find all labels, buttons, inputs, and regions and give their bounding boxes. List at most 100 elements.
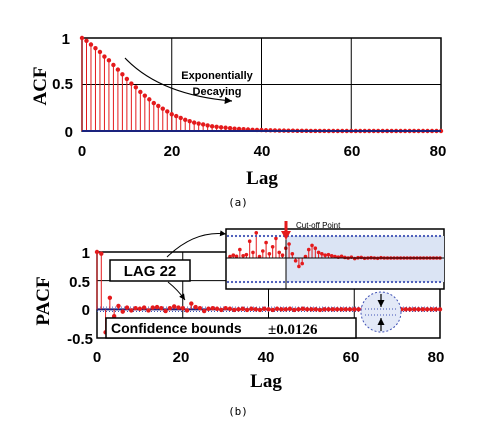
data-point <box>240 306 245 311</box>
inset-bound-dot <box>286 280 290 284</box>
data-point <box>178 115 183 121</box>
inset-bound-dot <box>326 234 330 238</box>
data-point <box>412 307 417 312</box>
data-point <box>133 85 139 90</box>
inset-bound-dot <box>302 280 306 284</box>
data-point <box>253 307 258 312</box>
acf-stems <box>81 38 325 131</box>
data-point <box>244 307 250 313</box>
inset-bound-dot <box>266 234 270 238</box>
pacf-inset: Cut-off Point <box>225 221 445 290</box>
inset-point <box>320 252 324 256</box>
inset-bound-dot <box>342 234 346 238</box>
inset-point <box>329 253 334 258</box>
lag-callout-box <box>109 259 191 282</box>
inset-bound-dot <box>386 280 390 284</box>
data-point <box>232 307 237 313</box>
inset-bound-dot <box>298 280 302 284</box>
data-point <box>330 307 336 312</box>
pacf-ytick-1: 1 <box>82 245 90 262</box>
data-point <box>141 305 147 310</box>
inset-bound-dot <box>422 234 426 238</box>
inset-bound-dot <box>302 234 306 238</box>
inset-point <box>352 256 357 261</box>
pacf-xtick-20: 20 <box>173 349 190 366</box>
acf-ytick-1: 1 <box>62 31 70 48</box>
lag-callout-label: LAG 22 <box>124 263 177 280</box>
inset-bound-dot <box>258 234 262 238</box>
inset-points <box>228 231 442 269</box>
inset-bound-dot <box>250 280 254 284</box>
data-point <box>205 123 210 128</box>
data-point <box>287 306 293 311</box>
inset-bound-dot <box>426 280 430 284</box>
pacf-ytick-neg0.5: -0.5 <box>67 331 93 348</box>
data-point <box>270 307 275 313</box>
inset-bound-dot <box>362 280 366 284</box>
data-point <box>79 35 85 41</box>
inset-bound-dot <box>370 280 374 284</box>
data-point <box>317 307 323 313</box>
inset-bound-dot <box>282 280 286 284</box>
data-point <box>214 306 220 311</box>
inset-point <box>287 242 291 246</box>
data-point <box>163 308 168 314</box>
inset-bound-dot <box>274 234 278 238</box>
inset-bound-dot <box>390 234 394 238</box>
inset-bound-dot <box>310 280 314 284</box>
inset-bound-dot <box>254 280 258 284</box>
acf-panel: 1 0.5 0 0 20 40 60 80 Lag ACF Exponentia… <box>30 31 446 209</box>
inset-point <box>254 231 259 235</box>
inset-bound-dot <box>434 280 438 284</box>
data-point <box>124 305 130 310</box>
data-point <box>407 307 413 312</box>
inset-bound-dot <box>402 234 406 238</box>
data-point <box>347 307 353 312</box>
pacf-ytick-0: 0 <box>82 302 90 319</box>
inset-bound-dot <box>350 280 354 284</box>
inset-bound-dot <box>354 234 358 238</box>
data-point <box>111 62 116 68</box>
inset-bound-dot <box>270 234 274 238</box>
inset-bound-dot <box>426 234 430 238</box>
inset-point <box>238 247 242 252</box>
inset-bound-dot <box>306 280 310 284</box>
data-point <box>120 72 125 77</box>
inset-bound-dot <box>338 234 342 238</box>
pacf-xlabel: Lag <box>250 371 282 392</box>
data-point <box>429 307 434 312</box>
inset-bound-dot <box>398 280 402 284</box>
data-point <box>279 307 284 312</box>
inset-bound-dot <box>254 234 258 238</box>
pacf-caption: (b) <box>228 405 248 418</box>
acf-ylabel: ACF <box>30 66 51 105</box>
data-point <box>142 93 148 98</box>
data-point <box>201 308 207 314</box>
data-point <box>292 307 297 313</box>
inset-bound-dot <box>434 234 438 238</box>
inset-bound-dot <box>330 280 334 284</box>
inset-bound-dot <box>378 280 382 284</box>
inset-bound-dot <box>298 234 302 238</box>
data-point <box>352 307 357 312</box>
decay-annotation-line2: Decaying <box>193 86 242 98</box>
inset-point <box>300 261 304 266</box>
pacf-xtick-60: 60 <box>343 349 360 366</box>
data-point <box>156 103 161 109</box>
inset-bound-dot <box>238 280 242 284</box>
data-point <box>304 307 310 312</box>
inset-point <box>261 249 265 253</box>
data-point <box>262 306 267 311</box>
data-point <box>249 306 254 311</box>
data-point <box>266 307 271 312</box>
data-point <box>424 307 430 312</box>
inset-bound-dot <box>262 234 266 238</box>
data-point <box>154 304 160 310</box>
pacf-ytick-0.5: 0.5 <box>69 274 90 291</box>
inset-bound-dot <box>342 280 346 284</box>
inset-point <box>277 250 282 255</box>
inset-bound-dot <box>330 234 334 238</box>
inset-bound-dot <box>394 234 398 238</box>
cutoff-arrow-head <box>281 231 291 240</box>
data-point <box>334 307 340 312</box>
